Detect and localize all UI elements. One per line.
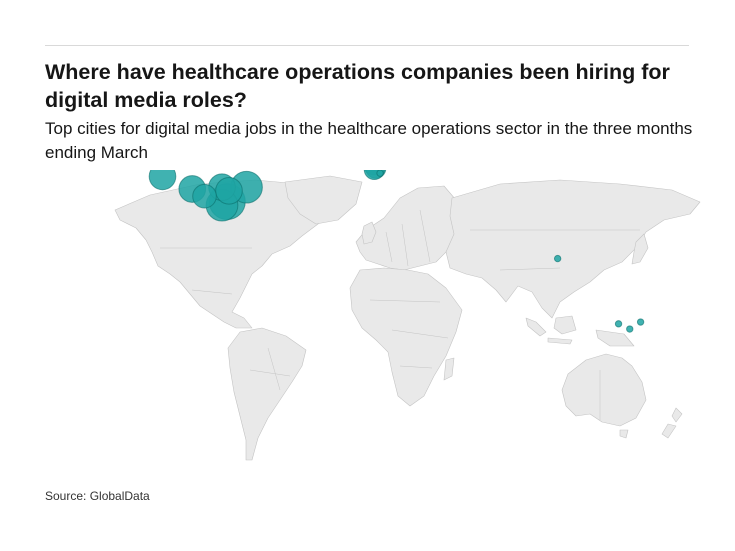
land-sumatra <box>525 317 547 337</box>
source-note: Source: GlobalData <box>45 489 150 503</box>
land-australia <box>561 353 647 427</box>
bubble-16[interactable]: Australia - Sydney <box>636 318 645 326</box>
land-tasmania <box>619 429 629 439</box>
land-japan <box>631 233 649 265</box>
land-africa <box>349 267 463 407</box>
bubble-12[interactable]: France <box>376 170 384 177</box>
land-greenland <box>284 175 363 225</box>
land-new-guinea <box>595 329 635 347</box>
world-map: US SoutheastUS East (Northeast)US GulfUS… <box>114 170 701 461</box>
bubble-6[interactable]: US Midwest <box>215 176 243 205</box>
bubble-3[interactable]: US West (Pacific Northwest) <box>148 170 177 191</box>
bubble-7[interactable]: US Central <box>192 183 217 209</box>
land-south-america <box>227 327 307 461</box>
bubble-15[interactable]: Australia - Melbourne <box>626 325 634 333</box>
land-borneo <box>553 315 577 335</box>
land-masses <box>114 175 701 461</box>
chart-title: Where have healthcare operations compani… <box>45 60 670 112</box>
bubble-14[interactable]: Southeast Asia <box>553 254 562 263</box>
bubble-layer: US SoutheastUS East (Northeast)US GulfUS… <box>148 170 645 333</box>
top-divider <box>45 45 689 46</box>
land-madagascar <box>443 357 455 381</box>
land-uk <box>361 221 377 245</box>
land-asia <box>445 179 701 319</box>
country-borders <box>160 209 640 420</box>
land-java <box>547 337 573 345</box>
land-new-zealand <box>661 407 683 439</box>
bubble-17[interactable]: Australia - Adelaide <box>614 320 623 328</box>
chart-subtitle: Top cities for digital media jobs in the… <box>45 119 693 162</box>
